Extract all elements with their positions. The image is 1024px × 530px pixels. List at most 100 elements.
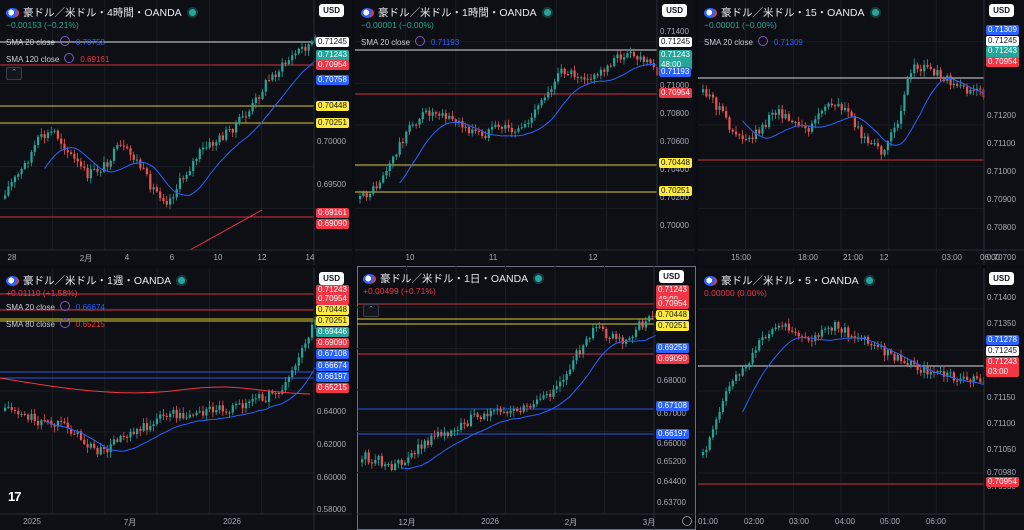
chart-canvas[interactable] <box>355 0 695 265</box>
candle <box>715 419 718 430</box>
candle <box>781 109 784 119</box>
candle <box>638 321 641 330</box>
candle <box>208 142 211 148</box>
price-axis-label: 0.70000 <box>660 221 689 230</box>
candle <box>820 110 823 114</box>
indicator-legend[interactable]: SMA 120 close 0.69161 <box>6 53 109 64</box>
candle <box>361 459 364 463</box>
flag-icon <box>704 275 717 286</box>
candle <box>520 127 523 129</box>
price-axis-label: 0.71400 <box>660 27 689 36</box>
candle <box>76 431 79 434</box>
indicator-settings-icon[interactable] <box>59 36 70 46</box>
indicator-settings-icon[interactable] <box>757 36 768 46</box>
candle <box>178 178 182 190</box>
currency-button[interactable]: USD <box>662 4 687 17</box>
candle <box>603 69 606 72</box>
chart-canvas[interactable] <box>0 268 352 530</box>
candle <box>810 123 814 132</box>
symbol-title[interactable]: 豪ドル／米ドル・4時間・OANDA <box>6 5 196 20</box>
time-axis-label: 2月 <box>79 254 93 263</box>
candle <box>514 131 517 133</box>
candle <box>576 76 579 78</box>
candle <box>116 439 119 442</box>
chart-panel-3[interactable]: 豪ドル／米ドル・15・OANDA −0.00001 (−0.00%) SMA 20 … <box>698 0 1024 265</box>
candle <box>79 431 83 440</box>
time-axis-label: 10 <box>213 253 223 262</box>
candle <box>287 377 290 382</box>
symbol-title-text: 豪ドル／米ドル・4時間・OANDA <box>23 7 182 19</box>
chart-canvas[interactable] <box>357 266 696 530</box>
currency-button[interactable]: USD <box>319 4 344 17</box>
candle <box>896 123 899 128</box>
candle <box>909 360 913 365</box>
candle <box>550 89 553 93</box>
price-change: −0.00001 (−0.00%) <box>704 20 777 30</box>
indicator-legend[interactable]: SMA 80 close 0.65215 <box>6 318 105 329</box>
candle <box>126 436 129 438</box>
indicator-settings-icon[interactable] <box>59 301 70 311</box>
symbol-title[interactable]: 豪ドル／米ドル・1時間・OANDA <box>361 5 551 20</box>
candle <box>244 116 248 118</box>
price-axis-label: 0.70800 <box>660 109 689 118</box>
chart-canvas[interactable] <box>0 0 352 265</box>
price-axis-label: 0.71000 <box>660 81 689 90</box>
currency-button[interactable]: USD <box>989 4 1014 17</box>
candle <box>30 413 33 420</box>
chart-panel-2[interactable]: 豪ドル／米ドル・1時間・OANDA −0.00001 (−0.00%) SMA 20… <box>355 0 695 265</box>
candle <box>86 444 89 448</box>
candle <box>205 409 208 416</box>
symbol-title[interactable]: 豪ドル／米ドル・5・OANDA <box>704 273 873 288</box>
candle <box>942 371 946 377</box>
candle <box>735 374 738 381</box>
collapse-legend-button[interactable]: ⌃ <box>363 304 379 317</box>
indicator-legend[interactable]: SMA 20 close 0.70758 <box>6 36 105 47</box>
candle <box>636 56 639 60</box>
symbol-title[interactable]: 豪ドル／米ドル・1週・OANDA <box>6 273 186 288</box>
chart-canvas[interactable] <box>698 0 1024 265</box>
price-tag: 0.70251 <box>316 118 349 128</box>
candle <box>103 162 106 172</box>
candle <box>268 391 271 402</box>
currency-button[interactable]: USD <box>989 272 1014 285</box>
indicator-settings-icon[interactable] <box>414 36 425 46</box>
indicator-legend[interactable]: SMA 20 close 0.71193 <box>361 36 459 47</box>
candle <box>364 452 367 460</box>
price-tag: 0.71245 <box>986 36 1019 46</box>
currency-button[interactable]: USD <box>319 272 344 285</box>
settings-icon[interactable] <box>682 516 692 526</box>
indicator-settings-icon[interactable] <box>64 53 75 63</box>
symbol-title[interactable]: 豪ドル／米ドル・1日・OANDA <box>363 271 543 286</box>
chart-canvas[interactable] <box>698 268 1024 530</box>
candle <box>408 124 411 132</box>
candle <box>185 174 188 179</box>
indicator-settings-icon[interactable] <box>59 318 70 328</box>
indicator-legend[interactable]: SMA 20 close 0.71309 <box>704 36 803 47</box>
price-axis-label: 0.63700 <box>657 498 686 507</box>
candle <box>966 376 969 380</box>
indicator-legend[interactable]: SMA 20 close 0.66674 <box>6 301 105 312</box>
candle <box>241 403 244 409</box>
symbol-title[interactable]: 豪ドル／米ドル・15・OANDA <box>704 5 879 20</box>
chart-panel-5[interactable]: 豪ドル／米ドル・1日・OANDA +0.00499 (+0.71%) ⌃ USD 0.6… <box>357 266 696 530</box>
indicator-value: 0.65215 <box>75 320 105 329</box>
sma-120-line <box>189 209 263 251</box>
candle <box>969 379 972 382</box>
chart-panel-4[interactable]: 豪ドル／米ドル・1週・OANDA +0.01110 (+1.58%) SMA 20 … <box>0 268 352 530</box>
candle <box>73 153 76 159</box>
candle <box>975 376 979 379</box>
time-axis-label: 7月 <box>123 518 137 527</box>
chart-panel-1[interactable]: 豪ドル／米ドル・4時間・OANDA −0.00153 (−0.21%) SMA 20… <box>0 0 352 265</box>
collapse-legend-button[interactable]: ⌃ <box>6 67 22 80</box>
candle <box>192 414 195 416</box>
candle <box>489 410 492 417</box>
candle <box>145 168 149 175</box>
candle <box>751 352 754 364</box>
candle <box>626 53 629 58</box>
candle <box>824 328 827 330</box>
candle <box>598 326 601 328</box>
currency-button[interactable]: USD <box>659 270 684 283</box>
price-tag: 0.70448 <box>316 101 349 111</box>
candle <box>537 105 540 110</box>
chart-panel-6[interactable]: 豪ドル／米ドル・5・OANDA 0.00000 (0.00%) USD 0.71400… <box>698 268 1024 530</box>
